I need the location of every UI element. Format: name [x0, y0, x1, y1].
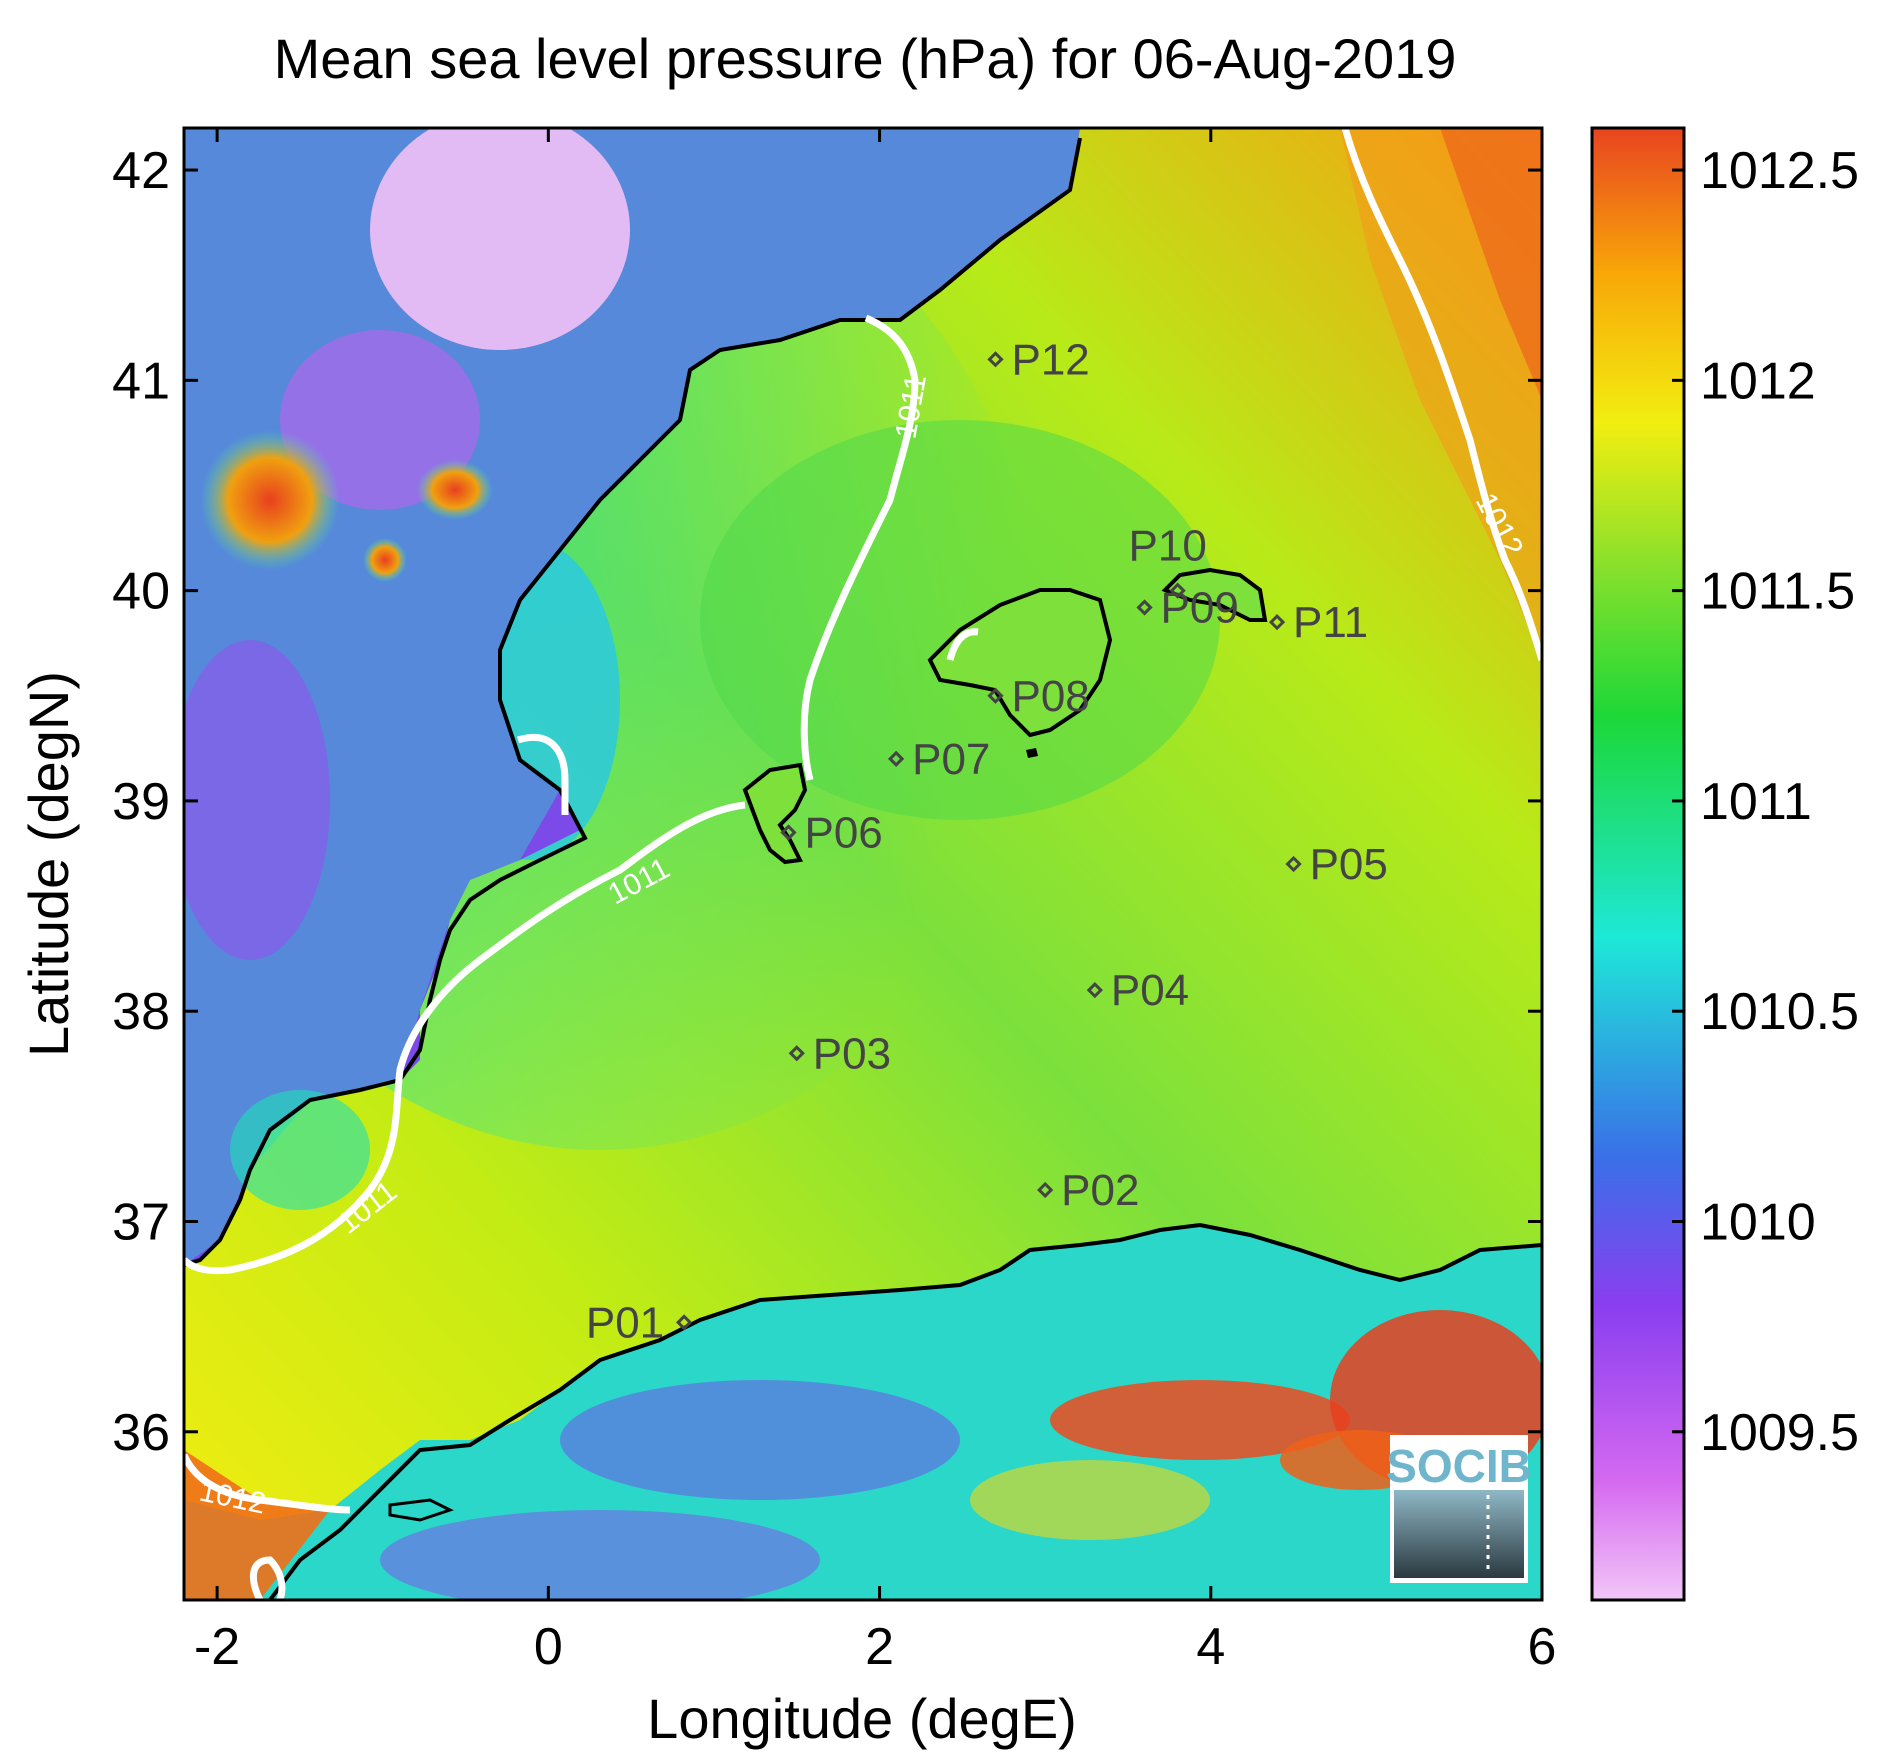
map-area: 1011 1011 1011 1012 1012 P01P02P03P04P05…: [184, 128, 1542, 1600]
station-p11: P11: [1268, 598, 1368, 647]
station-p08: P08: [987, 672, 1090, 721]
station-marker: [888, 750, 905, 767]
station-markers: P01 P02 P03 P04 P05 P06 P07 P08 P09 P10 P11 P12: [586, 335, 1388, 1347]
station-marker: [788, 1045, 805, 1062]
x-tick-label: -2: [194, 1618, 240, 1676]
station-marker: [987, 687, 1004, 704]
land-hotspot-3: [363, 538, 407, 582]
station-marker: [676, 1314, 693, 1331]
socib-logo: SOCIB: [1386, 1435, 1532, 1583]
station-marker: [1285, 855, 1302, 873]
contour-1012-southwest: [184, 1453, 351, 1514]
iberia-coastline: [184, 137, 1082, 1267]
x-tick-label: 0: [534, 1618, 563, 1676]
station-label: P05: [1310, 840, 1388, 889]
land-violet-patch-south: [184, 640, 330, 960]
contour-1012-east: [1341, 128, 1542, 662]
station-marker: [1169, 582, 1186, 599]
station-label: P06: [804, 808, 882, 857]
contour-1011-mallorca: [946, 628, 979, 661]
y-tick-label: 38: [112, 983, 170, 1041]
y-axis-ticks: 36 37 38 39 40 41 42: [112, 142, 1542, 1462]
x-tick-label: 4: [1196, 1618, 1225, 1676]
y-tick-label: 37: [112, 1193, 170, 1251]
chart-title: Mean sea level pressure (hPa) for 06-Aug…: [274, 27, 1457, 90]
colorbar-tick-label: 1010: [1700, 1193, 1816, 1251]
station-p09: P09: [1136, 583, 1239, 632]
station-label: P02: [1061, 1166, 1139, 1215]
station-label: P08: [1011, 672, 1089, 721]
station-label: P03: [813, 1029, 891, 1078]
x-axis-ticks: -2 0 2 4 6: [194, 128, 1556, 1676]
y-tick-label: 40: [112, 563, 170, 621]
menorca: [1161, 567, 1268, 622]
contour-1012-corner: [249, 1556, 286, 1600]
colorbar-tick-label: 1011: [1700, 773, 1812, 831]
station-p04: P04: [1086, 966, 1189, 1015]
x-tick-label: 2: [865, 1618, 894, 1676]
plot-frame: [182, 126, 1544, 1602]
station-label: P07: [912, 735, 990, 784]
station-label: P10: [1129, 522, 1207, 571]
station-p03: P03: [788, 1029, 891, 1078]
station-marker: [1037, 1181, 1054, 1199]
x-axis-label: Longitude (degE): [647, 1687, 1077, 1750]
balearic-green-zone: [700, 420, 1220, 820]
station-label: P01: [586, 1298, 664, 1347]
y-tick-label: 42: [112, 142, 170, 200]
colorbar-tick-label: 1012: [1700, 352, 1816, 410]
station-marker: [987, 351, 1004, 368]
station-p07: P07: [888, 735, 990, 784]
station-label: P12: [1011, 335, 1089, 384]
africa-hot-patch-1: [1050, 1380, 1350, 1460]
alboran-island: [388, 1498, 454, 1522]
station-p10: P10: [1129, 522, 1207, 599]
colorbar-tick-label: 1011.5: [1700, 563, 1855, 621]
land-hotspot-1: [200, 430, 340, 570]
colorbar-tick-label: 1010.5: [1700, 983, 1859, 1041]
land-teal-patch: [230, 1090, 370, 1210]
station-p01: P01: [586, 1298, 693, 1347]
station-p12: P12: [987, 335, 1090, 384]
station-marker: [780, 824, 797, 841]
colorbar-ticks: 1009.5 1010 1010.5 1011 1011.5 1012 1012.5: [1672, 142, 1859, 1462]
station-p02: P02: [1037, 1166, 1139, 1215]
colorbar-tick-label: 1012.5: [1700, 142, 1859, 200]
station-marker: [1268, 614, 1286, 631]
y-axis-label: Latitude (degN): [17, 671, 80, 1057]
northeast-hot-corner: [1440, 128, 1542, 400]
station-marker: [1136, 599, 1153, 616]
africa-blue-patch: [560, 1380, 960, 1500]
mallorca: [927, 588, 1113, 738]
land-hotspot-2: [417, 460, 493, 520]
station-label: P04: [1111, 966, 1189, 1015]
contour-1011-southwest: [184, 801, 746, 1275]
y-tick-label: 39: [112, 773, 170, 831]
y-tick-label: 36: [112, 1404, 170, 1462]
contour-1011-north: [800, 314, 919, 781]
logo-text: SOCIB: [1386, 1440, 1532, 1492]
station-label: P11: [1293, 598, 1368, 647]
contour-1011-valencia: [516, 733, 569, 815]
africa-yellow-patch: [970, 1460, 1210, 1540]
africa-violet-patch: [380, 1510, 820, 1600]
station-p06: P06: [780, 808, 883, 857]
high-plateau-low: [370, 128, 630, 350]
station-p05: P05: [1285, 840, 1388, 889]
cabrera: [1026, 748, 1038, 758]
x-tick-label: 6: [1528, 1618, 1557, 1676]
ibiza-formentera: [742, 762, 808, 865]
colorbar: [1590, 126, 1686, 1602]
y-tick-label: 41: [112, 352, 170, 410]
colorbar-tick-label: 1009.5: [1700, 1404, 1859, 1462]
africa-coastline: [268, 1222, 1542, 1600]
station-marker: [1086, 982, 1103, 999]
